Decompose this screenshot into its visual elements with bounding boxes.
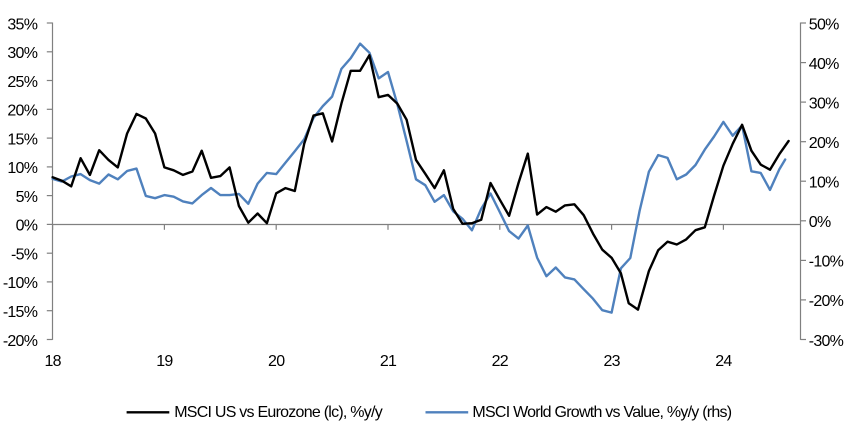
svg-text:0%: 0% [809,214,831,231]
svg-text:19: 19 [156,353,173,370]
svg-text:10%: 10% [7,160,37,177]
svg-text:30%: 30% [809,95,839,112]
svg-text:15%: 15% [7,131,37,148]
svg-text:-15%: -15% [3,304,38,321]
svg-text:-20%: -20% [3,333,38,350]
svg-text:-5%: -5% [11,247,38,264]
svg-text:24: 24 [715,353,732,370]
svg-text:21: 21 [380,353,397,370]
svg-text:MSCI World Growth vs Value, %y: MSCI World Growth vs Value, %y/y (rhs) [472,404,731,421]
svg-text:50%: 50% [809,16,839,33]
svg-text:40%: 40% [809,56,839,73]
svg-text:0%: 0% [16,218,38,235]
svg-text:20: 20 [268,353,285,370]
svg-text:18: 18 [44,353,61,370]
svg-text:20%: 20% [809,135,839,152]
svg-text:MSCI US vs Eurozone (lc), %y/y: MSCI US vs Eurozone (lc), %y/y [174,404,383,421]
svg-text:-20%: -20% [809,293,844,310]
svg-text:23: 23 [603,353,620,370]
svg-text:30%: 30% [7,45,37,62]
svg-text:-10%: -10% [3,275,38,292]
svg-text:35%: 35% [7,16,37,33]
svg-text:-10%: -10% [809,254,844,271]
svg-text:5%: 5% [16,189,38,206]
svg-text:22: 22 [492,353,509,370]
svg-text:25%: 25% [7,74,37,91]
svg-text:-30%: -30% [809,333,844,350]
svg-text:20%: 20% [7,103,37,120]
svg-text:10%: 10% [809,175,839,192]
